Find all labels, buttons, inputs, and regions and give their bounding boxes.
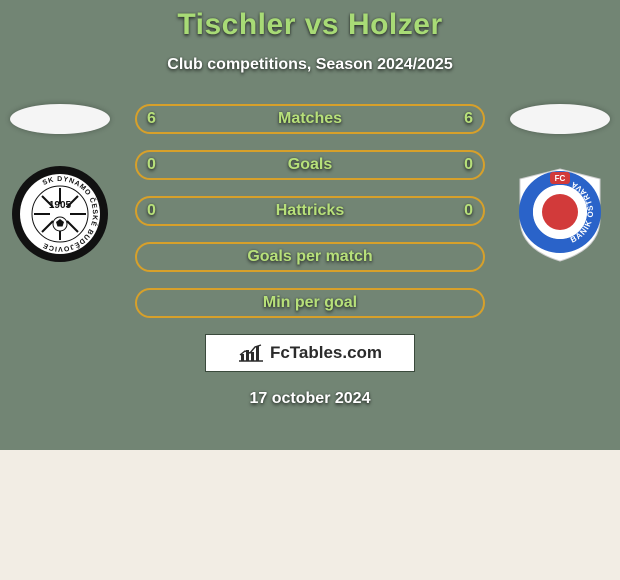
- crest-right-svg: BANÍK OSTRAVA FC: [510, 164, 610, 264]
- bar-chart-icon: [238, 344, 264, 362]
- player-right-name: Holzer: [348, 8, 443, 41]
- stat-label: Goals per match: [247, 248, 372, 266]
- stat-bars: 6 Matches 6 0 Goals 0 0 Hattricks 0 Goals per mat…: [135, 104, 485, 318]
- date-text: 17 october 2024: [0, 390, 620, 408]
- crest-right-fc: FC: [555, 174, 566, 183]
- title-line: Tischler vs Holzer: [0, 8, 620, 42]
- vs-word: vs: [305, 8, 339, 41]
- stat-bar: Min per goal: [135, 288, 485, 318]
- player-left-name: Tischler: [177, 8, 296, 41]
- stat-bar: 6 Matches 6: [135, 104, 485, 134]
- crest-left-year: 1905: [49, 200, 72, 211]
- stat-value-right: 0: [464, 156, 473, 174]
- right-column: BANÍK OSTRAVA FC: [500, 104, 620, 264]
- crest-left-svg: SK DYNAMO ČESKÉ BUDĚJOVICE: [10, 164, 110, 264]
- stat-label: Min per goal: [263, 294, 357, 312]
- club-crest-left: SK DYNAMO ČESKÉ BUDĚJOVICE: [10, 164, 110, 264]
- comparison-card: Tischler vs Holzer Club competitions, Se…: [0, 0, 620, 450]
- left-column: SK DYNAMO ČESKÉ BUDĚJOVICE: [0, 104, 120, 264]
- stat-bar: 0 Goals 0: [135, 150, 485, 180]
- stat-value-right: 6: [464, 110, 473, 128]
- stat-label: Matches: [278, 110, 342, 128]
- stat-value-left: 0: [147, 156, 156, 174]
- stat-label: Hattricks: [276, 202, 344, 220]
- brand-text: FcTables.com: [270, 343, 382, 363]
- country-flag-right: [510, 104, 610, 134]
- stat-value-left: 0: [147, 202, 156, 220]
- stat-value-left: 6: [147, 110, 156, 128]
- stat-label: Goals: [288, 156, 332, 174]
- content-row: SK DYNAMO ČESKÉ BUDĚJOVICE: [0, 104, 620, 318]
- stat-value-right: 0: [464, 202, 473, 220]
- page-title: Tischler vs Holzer: [0, 8, 620, 42]
- stat-bar: Goals per match: [135, 242, 485, 272]
- country-flag-left: [10, 104, 110, 134]
- subtitle: Club competitions, Season 2024/2025: [0, 56, 620, 74]
- club-crest-right: BANÍK OSTRAVA FC: [510, 164, 610, 264]
- stat-bar: 0 Hattricks 0: [135, 196, 485, 226]
- brand-box[interactable]: FcTables.com: [205, 334, 415, 372]
